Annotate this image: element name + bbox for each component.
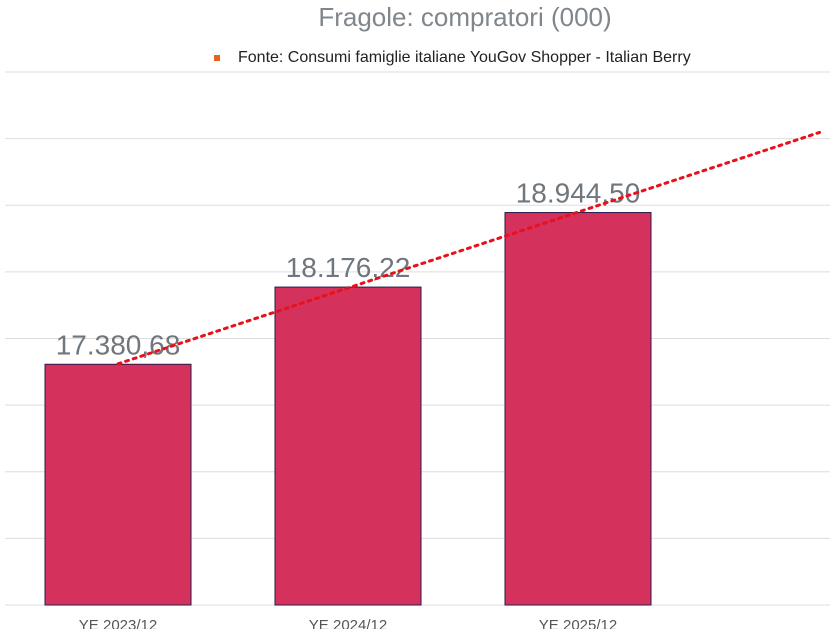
x-tick-label: YE 2024/12: [309, 617, 387, 629]
legend-marker-icon: [214, 55, 220, 61]
bar: [44, 363, 192, 606]
trendline: [116, 130, 821, 366]
bar: [504, 212, 652, 606]
bar: [274, 286, 422, 606]
data-label: 18.176,22: [286, 252, 411, 283]
x-tick-label: YE 2023/12: [79, 617, 157, 629]
data-label: 18.944,50: [516, 178, 641, 209]
x-tick-label: YE 2025/12: [539, 617, 617, 629]
chart-legend: Fonte: Consumi famiglie italiane YouGov …: [214, 49, 691, 67]
legend-label: Fonte: Consumi famiglie italiane YouGov …: [238, 49, 691, 66]
data-label: 17.380,68: [56, 329, 181, 360]
chart-title: Fragole: compratori (000): [318, 2, 612, 32]
